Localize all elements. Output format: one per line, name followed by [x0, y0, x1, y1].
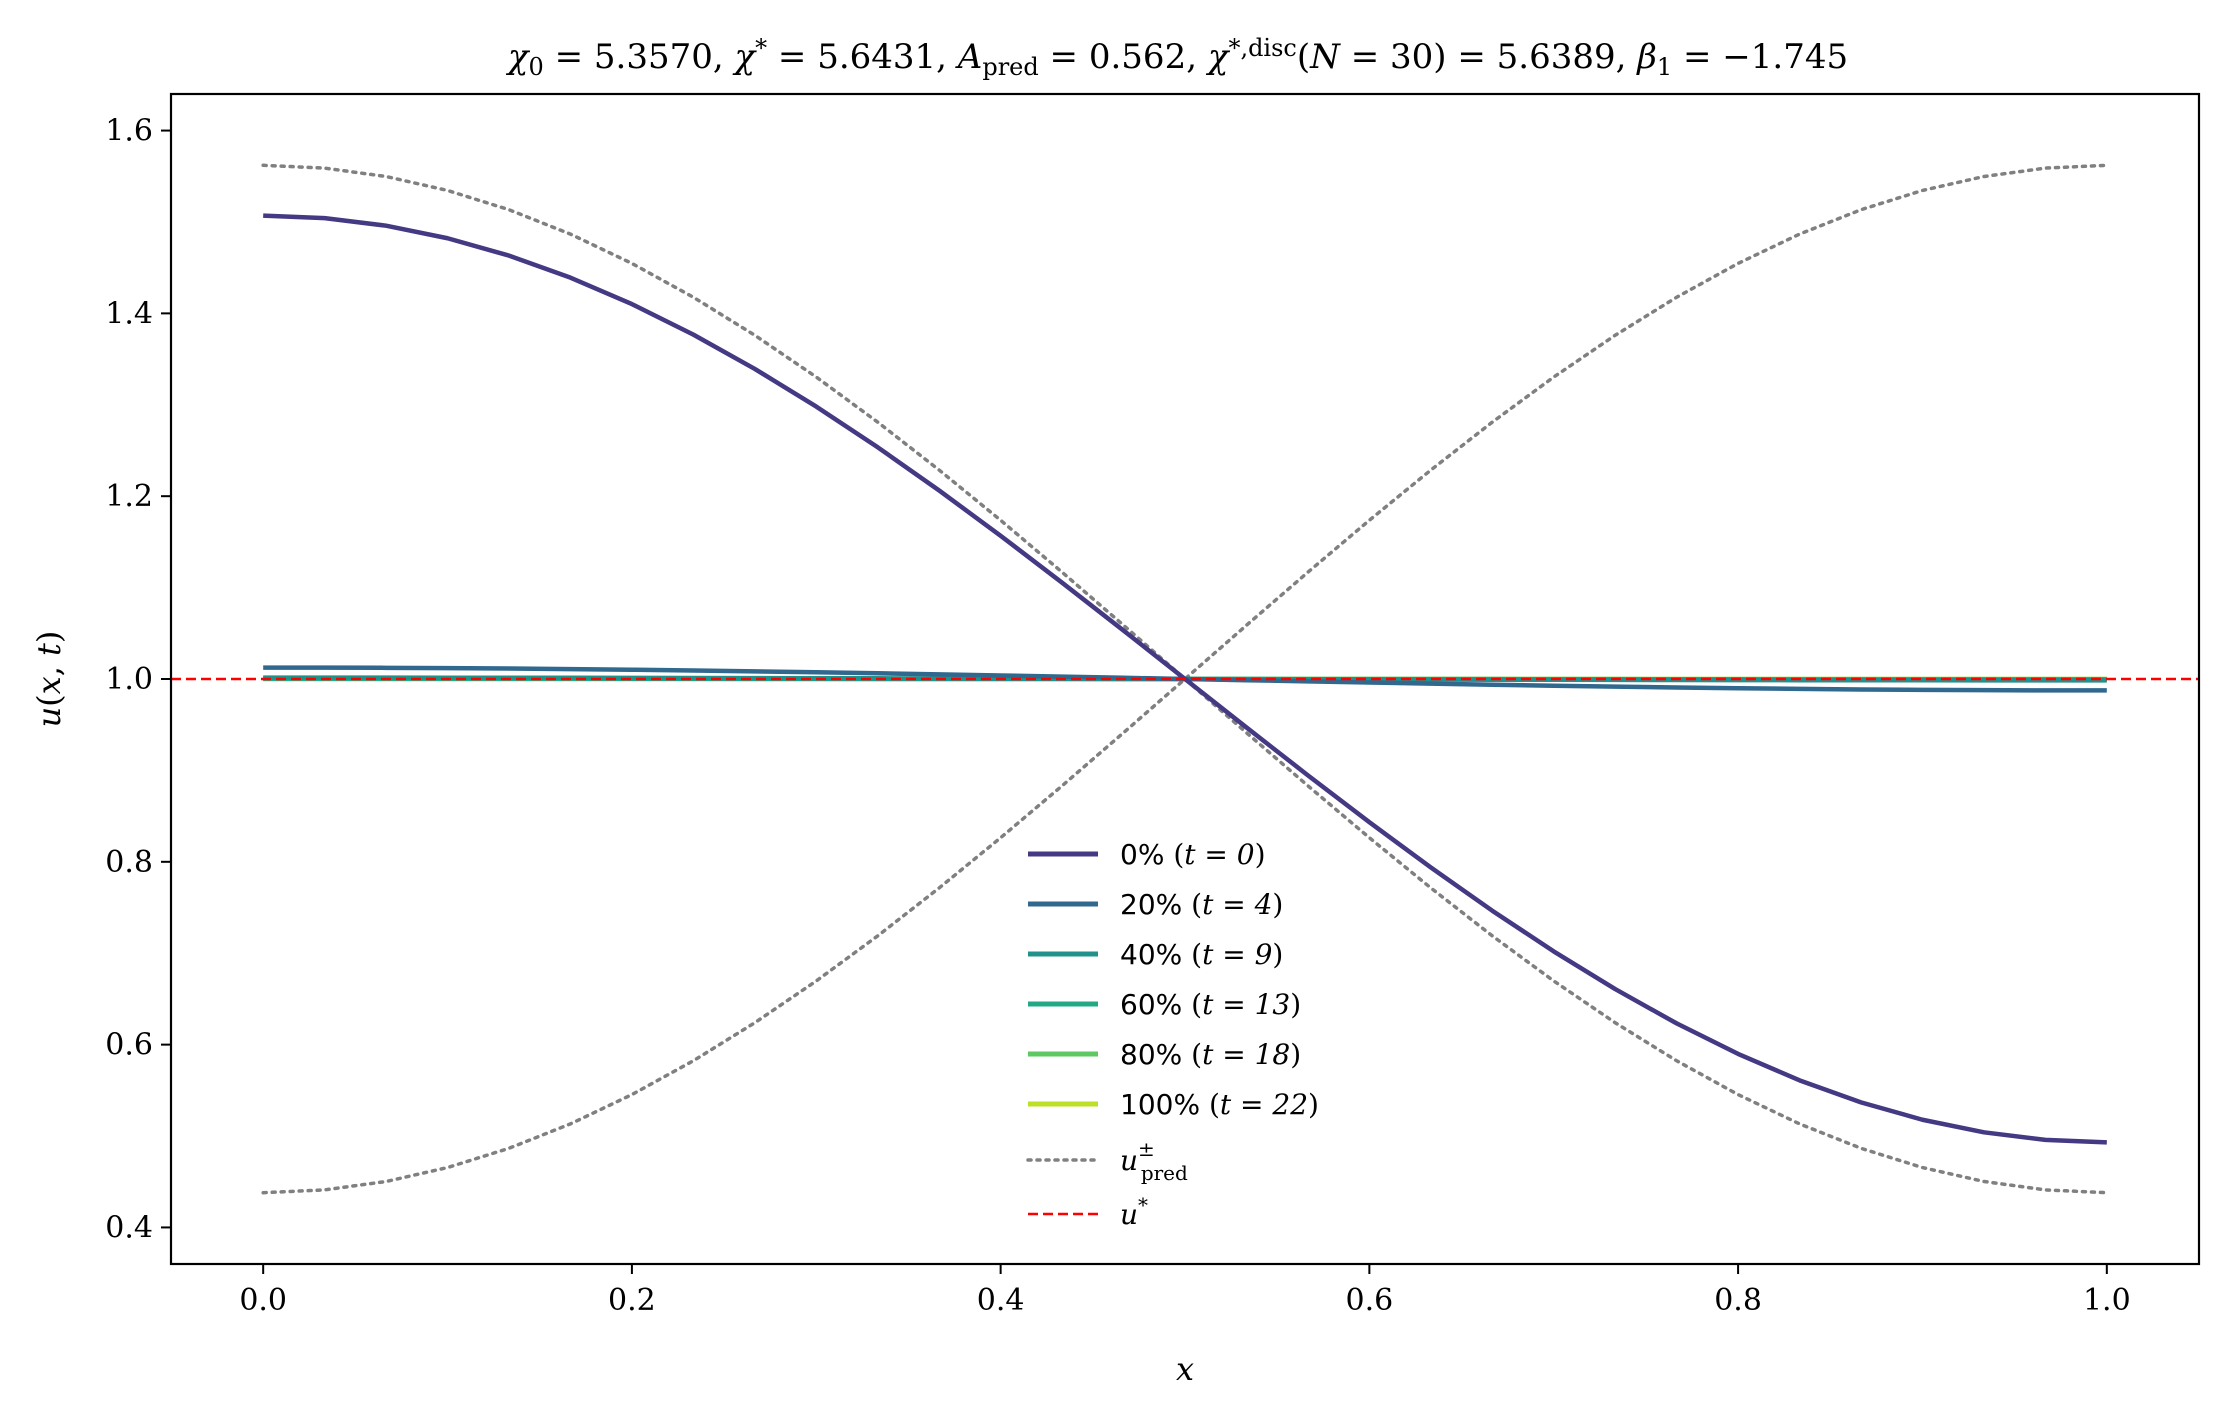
x-tick-label-3: 0.6: [1346, 1283, 1394, 1318]
x-tick-label-0: 0.0: [239, 1283, 287, 1318]
legend-label-6: u± pred: [1120, 1137, 1188, 1185]
y-tick-label-5: 1.4: [105, 296, 153, 331]
y-tick-label-6: 1.6: [105, 114, 153, 149]
legend-label-3: 60% (t = 13): [1120, 988, 1301, 1021]
y-tick-label-4: 1.2: [105, 479, 153, 514]
legend-entry-4: 80% (t = 18): [1028, 1038, 1301, 1071]
x-tick-label-5: 1.0: [2083, 1283, 2131, 1318]
x-tick-label-1: 0.2: [608, 1283, 656, 1318]
legend-entry-7: u*: [1028, 1193, 1148, 1231]
y-axis-label: u(x, t): [30, 631, 68, 728]
legend-label-5: 100% (t = 22): [1120, 1088, 1319, 1121]
x-tick-label-2: 0.4: [977, 1283, 1025, 1318]
legend-entry-3: 60% (t = 13): [1028, 988, 1301, 1021]
legend: 0% (t = 0) 20% (t = 4) 40% (t = 9) 60% (…: [1026, 838, 1319, 1231]
legend-label-0: 0% (t = 0): [1120, 838, 1266, 871]
legend-entry-2: 40% (t = 9): [1028, 938, 1283, 971]
legend-label-1: 20% (t = 4): [1120, 888, 1283, 921]
legend-label-4: 80% (t = 18): [1120, 1038, 1301, 1071]
y-tick-label-0: 0.4: [105, 1210, 153, 1245]
x-tick-label-4: 0.8: [1714, 1283, 1762, 1318]
legend-entry-5: 100% (t = 22): [1028, 1088, 1319, 1121]
plot-area: [171, 163, 2199, 1195]
axis-ticks: 0.0 0.2 0.4 0.6 0.8 1.0 0.4 0.6 0.8 1.0 1.2 1.4 1.6: [105, 114, 2130, 1318]
legend-entry-0: 0% (t = 0): [1028, 838, 1266, 871]
y-tick-label-1: 0.6: [105, 1028, 153, 1063]
legend-label-7: u*: [1120, 1193, 1148, 1231]
x-axis-label: x: [1176, 1350, 1194, 1388]
y-tick-label-2: 0.8: [105, 845, 153, 880]
legend-label-2: 40% (t = 9): [1120, 938, 1283, 971]
axes-frame: [169, 92, 2201, 1266]
chart-title: χ0 = 5.3570, χ* = 5.6431, Apred = 0.562,…: [506, 34, 1848, 81]
legend-entry-1: 20% (t = 4): [1028, 888, 1283, 921]
y-tick-label-3: 1.0: [105, 662, 153, 697]
legend-entry-6: u± pred: [1026, 1137, 1188, 1185]
